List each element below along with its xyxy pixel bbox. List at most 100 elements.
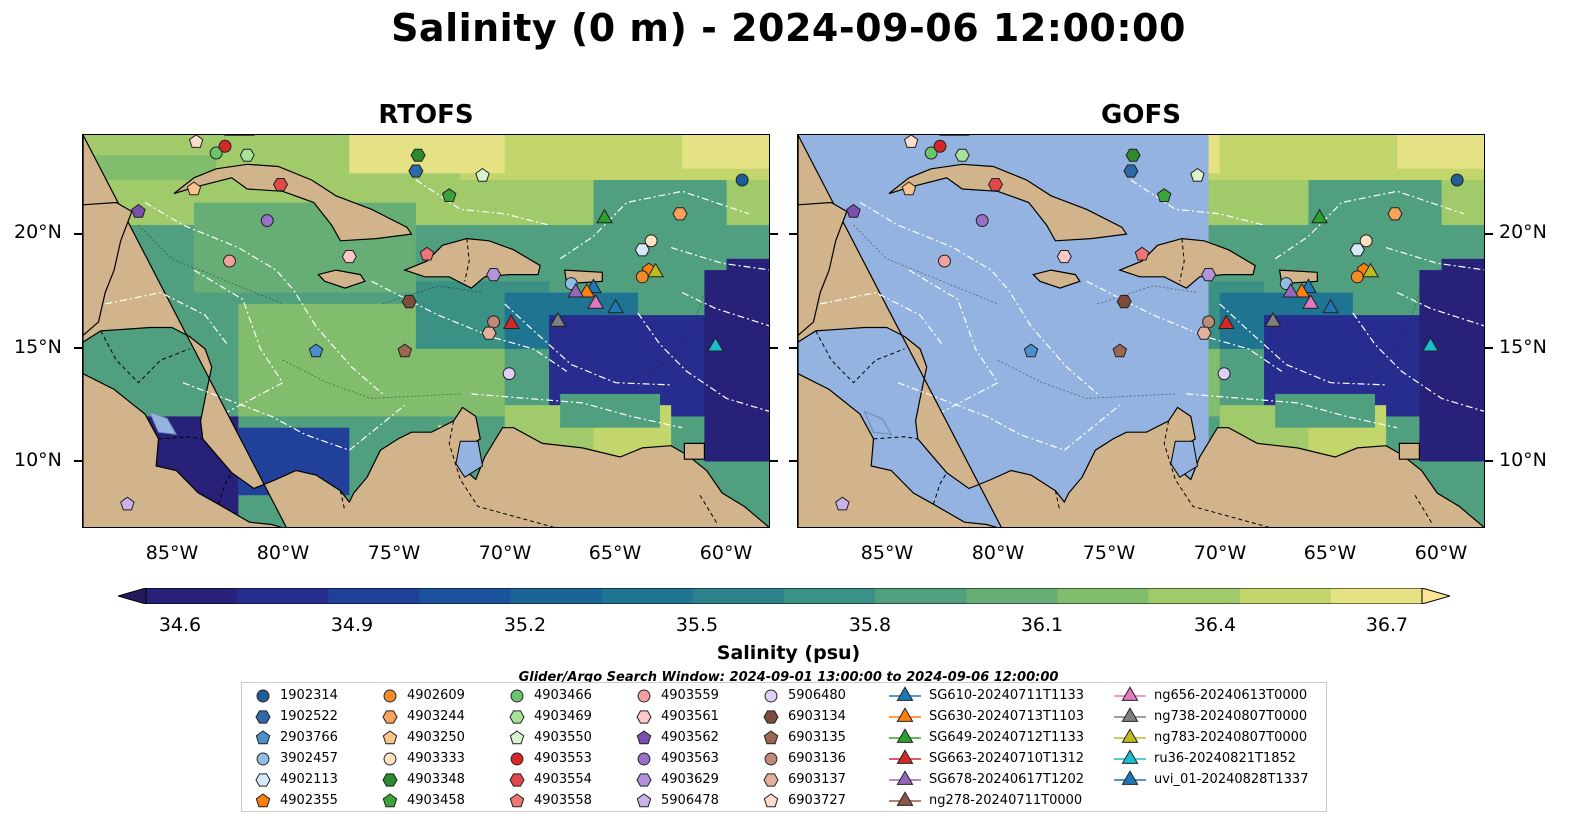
- legend-label: 4903561: [661, 708, 719, 724]
- legend-label: 4903244: [407, 708, 465, 724]
- marker-SG630-20240713T1103: [1293, 282, 1311, 298]
- colorbar-segment: [875, 588, 967, 604]
- legend-item: 4903550: [506, 727, 592, 747]
- marker-ng738-20240807T0000: [1264, 312, 1282, 327]
- legend-marker-hexagon-icon: [509, 773, 525, 787]
- salinity-patch: [94, 155, 217, 181]
- legend-label: ng278-20240711T0000: [929, 792, 1083, 808]
- legend-label: 4903553: [534, 750, 592, 766]
- legend-marker: [256, 689, 270, 703]
- eez-boundary: [504, 303, 672, 386]
- country-border: [339, 490, 346, 512]
- legend-marker: [1121, 770, 1139, 785]
- lake-maracaibo: [1170, 440, 1199, 478]
- marker-uvi_01-20240828T1337: [1322, 298, 1340, 314]
- marker-SG678-20240617T1202: [567, 282, 585, 298]
- legend-item: SG663-20240710T1312: [887, 748, 1084, 768]
- legend-label: 1902522: [280, 708, 338, 724]
- marker-6903137: [1196, 326, 1212, 340]
- legend-item: 4903629: [633, 769, 719, 789]
- lat-tick: [1485, 347, 1493, 349]
- eez-boundary: [144, 201, 383, 395]
- legend-marker: [636, 793, 652, 808]
- legend-marker: [255, 710, 271, 724]
- rtofs-land: [83, 135, 769, 527]
- salinity-patch: [1419, 258, 1484, 462]
- country-border: [100, 330, 190, 384]
- eez-boundary: [415, 179, 550, 226]
- legend-item: SG649-20240712T1133: [887, 727, 1084, 747]
- legend-marker-circle-icon: [637, 752, 651, 766]
- marker-6903134: [1116, 295, 1132, 309]
- legend-marker-circle-icon: [764, 752, 778, 766]
- colorbar-tick-label: 36.7: [1365, 614, 1409, 636]
- eez-boundary: [908, 269, 999, 413]
- marker-SG663-20240710T1312: [1217, 314, 1235, 329]
- marker-4903250: [186, 181, 202, 196]
- marker-4903333: [1359, 234, 1373, 248]
- observation-legend: 1902314 1902522 2903766 3902457 4902113 49023…: [241, 682, 1327, 812]
- legend-label: ng783-20240807T0000: [1154, 729, 1308, 745]
- marker-4903563: [975, 214, 989, 228]
- legend-label: SG649-20240712T1133: [929, 729, 1085, 745]
- legend-marker: [636, 730, 652, 745]
- legend-label: 4903559: [661, 687, 719, 703]
- legend-marker: [896, 728, 914, 743]
- rtofs-salinity-field: [83, 135, 769, 527]
- legend-label: SG678-20240617T1202: [929, 771, 1085, 787]
- country-border: [815, 330, 905, 384]
- marker-ru36-20240821T1852: [1422, 336, 1439, 352]
- marker-4903629: [1201, 268, 1217, 282]
- marker-5906480: [502, 367, 516, 381]
- lat-label-left-15n: 15°N: [14, 336, 62, 358]
- gofs-salinity-map: [797, 134, 1485, 528]
- marker-5906480: [1217, 367, 1231, 381]
- legend-label: ru36-20240821T1852: [1154, 750, 1297, 766]
- marker-4903458: [441, 188, 457, 202]
- legend-marker-triangle-icon: [889, 728, 921, 743]
- legend-marker: [510, 689, 524, 703]
- legend-marker-circle-icon: [637, 689, 651, 703]
- marker-1902522: [1123, 164, 1139, 178]
- legend-marker-triangle-icon: [889, 791, 921, 806]
- legend-marker: [383, 752, 397, 766]
- legend-item: 4903559: [633, 685, 719, 705]
- salinity-patch: [704, 258, 769, 462]
- legend-marker-circle-icon: [256, 689, 270, 703]
- marker-4903629: [486, 268, 502, 282]
- legend-marker-triangle-icon: [889, 707, 921, 722]
- marker-ng783-20240807T0000: [1362, 262, 1380, 278]
- land-cuba: [888, 163, 1128, 242]
- marker-SG678-20240617T1202: [1282, 282, 1300, 298]
- marker-6903136: [487, 315, 501, 329]
- marker-4903250: [901, 181, 917, 196]
- legend-marker-circle-icon: [764, 689, 778, 703]
- legend-marker: [256, 752, 270, 766]
- legend-marker: [382, 710, 398, 724]
- legend-label: 4903563: [661, 750, 719, 766]
- legend-item: 4903244: [379, 706, 465, 726]
- land-yucatan: [83, 135, 133, 337]
- legend-item: ng656-20240613T0000: [1112, 685, 1307, 705]
- marker-4903558: [1134, 246, 1150, 261]
- lon-label-right-65w: 65°W: [1303, 542, 1357, 564]
- marker-4903554: [272, 178, 289, 192]
- colorbar-tick-label: 35.8: [848, 614, 892, 636]
- marker-4903348: [1125, 148, 1141, 162]
- eez-boundary: [182, 382, 406, 451]
- colorbar-gradient: [116, 587, 1452, 605]
- lat-tick: [789, 347, 797, 349]
- marker-6903137: [481, 326, 497, 340]
- eez-boundary: [1352, 312, 1484, 412]
- legend-label: 1902314: [280, 687, 338, 703]
- legend-marker-triangle-icon: [889, 749, 921, 764]
- panel-title-rtofs: RTOFS: [378, 100, 474, 130]
- marker-4903562: [846, 203, 861, 218]
- marker-4903550: [1190, 167, 1205, 182]
- lat-tick: [1485, 460, 1493, 462]
- legend-marker: [509, 773, 525, 787]
- legend-label: 6903136: [788, 750, 846, 766]
- marker-4903466: [924, 146, 938, 160]
- marker-SG649-20240712T1133: [1311, 208, 1328, 224]
- eez-boundary: [637, 312, 769, 412]
